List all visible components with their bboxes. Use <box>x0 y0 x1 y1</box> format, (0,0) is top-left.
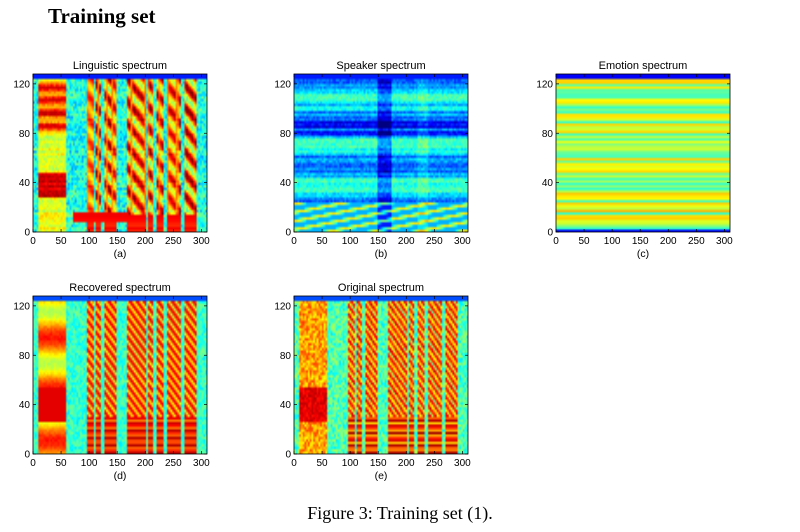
heatmap-d: Recovered spectrum 0 50 100 150 200 250 300 0 40 8… <box>13 282 210 482</box>
x-tick-label: 300 <box>716 236 733 247</box>
chart-title: Original spectrum <box>338 282 424 294</box>
x-tick-label: 250 <box>426 236 443 247</box>
heatmap-c: Emotion spectrum 0 50 100 150 200 250 300 0 40 80 1… <box>536 60 733 260</box>
panel-letter: (b) <box>375 248 388 260</box>
y-tick-label: 0 <box>285 450 291 461</box>
x-tick-label: 150 <box>109 236 126 247</box>
panel-linguistic-spectrum: Linguistic spectrum 0 50 100 150 200 250 300 0 40… <box>5 56 215 266</box>
panel-recovered-spectrum: Recovered spectrum 0 50 100 150 200 250 300 0 40 8… <box>5 278 215 488</box>
x-tick-label: 200 <box>137 458 154 469</box>
y-tick-label: 120 <box>274 301 291 312</box>
x-tick-label: 250 <box>688 236 705 247</box>
y-tick-label: 40 <box>19 400 31 411</box>
y-tick-label: 40 <box>19 178 31 189</box>
x-tick-label: 200 <box>398 236 415 247</box>
x-tick-label: 200 <box>660 236 677 247</box>
x-tick-label: 250 <box>165 236 182 247</box>
heatmap-a: Linguistic spectrum 0 50 100 150 200 250 300 0 40… <box>13 60 210 260</box>
plot-frame <box>32 73 208 233</box>
panel-letter: (a) <box>114 248 127 260</box>
x-tick-label: 200 <box>398 458 415 469</box>
y-tick-label: 0 <box>24 450 30 461</box>
x-tick-label: 100 <box>342 236 359 247</box>
panel-letter: (d) <box>114 470 127 482</box>
figure-caption: Figure 3: Training set (1). <box>307 503 493 523</box>
y-tick-label: 120 <box>13 79 30 90</box>
y-tick-label: 80 <box>542 129 554 140</box>
y-tick-label: 80 <box>19 351 31 362</box>
x-tick-label: 300 <box>193 458 210 469</box>
panel-letter: (c) <box>637 248 649 260</box>
x-tick-label: 0 <box>291 236 297 247</box>
heatmap-image <box>556 74 730 232</box>
heatmap-image <box>294 296 468 454</box>
x-tick-label: 50 <box>317 458 329 469</box>
x-tick-label: 300 <box>454 458 471 469</box>
y-tick-label: 120 <box>13 301 30 312</box>
panel-emotion-spectrum: Emotion spectrum 0 50 100 150 200 250 300 0 40 80 1… <box>528 56 738 266</box>
heatmap-b: Speaker spectrum 0 50 100 150 200 250 300 0 40 80 1… <box>274 60 471 260</box>
heatmap-image <box>33 74 207 232</box>
y-tick-label: 120 <box>274 79 291 90</box>
x-tick-label: 150 <box>632 236 649 247</box>
y-tick-label: 40 <box>280 178 292 189</box>
y-tick-label: 0 <box>24 228 30 239</box>
y-tick-label: 40 <box>542 178 554 189</box>
y-tick-label: 0 <box>547 228 553 239</box>
x-tick-label: 300 <box>193 236 210 247</box>
y-tick-label: 80 <box>280 351 292 362</box>
heatmap-image <box>33 296 207 454</box>
x-tick-label: 0 <box>30 458 36 469</box>
x-tick-label: 0 <box>553 236 559 247</box>
chart-title: Speaker spectrum <box>336 60 425 72</box>
x-tick-label: 100 <box>604 236 621 247</box>
x-tick-label: 150 <box>370 236 387 247</box>
y-tick-label: 40 <box>280 400 292 411</box>
plot-frame <box>293 295 469 455</box>
x-tick-label: 150 <box>370 458 387 469</box>
x-tick-label: 100 <box>342 458 359 469</box>
x-tick-label: 100 <box>81 458 98 469</box>
panel-original-spectrum: Original spectrum 0 50 100 150 200 250 300 0 40 80… <box>266 278 476 488</box>
plot-frame <box>32 295 208 455</box>
y-tick-label: 0 <box>285 228 291 239</box>
x-tick-label: 0 <box>30 236 36 247</box>
x-tick-label: 0 <box>291 458 297 469</box>
x-tick-label: 50 <box>579 236 591 247</box>
panel-letter: (e) <box>375 470 388 482</box>
x-tick-label: 50 <box>317 236 329 247</box>
plot-frame <box>293 73 469 233</box>
chart-title: Emotion spectrum <box>599 60 688 72</box>
panel-speaker-spectrum: Speaker spectrum 0 50 100 150 200 250 300 0 40 80 1… <box>266 56 476 266</box>
y-tick-label: 120 <box>536 79 553 90</box>
chart-title: Linguistic spectrum <box>73 60 167 72</box>
heatmap-e: Original spectrum 0 50 100 150 200 250 300 0 40 80… <box>274 282 471 482</box>
heatmap-image <box>294 74 468 232</box>
y-tick-label: 80 <box>280 129 292 140</box>
x-tick-label: 50 <box>56 458 68 469</box>
x-tick-label: 250 <box>165 458 182 469</box>
x-tick-label: 200 <box>137 236 154 247</box>
y-tick-label: 80 <box>19 129 31 140</box>
x-tick-label: 250 <box>426 458 443 469</box>
x-tick-label: 100 <box>81 236 98 247</box>
x-tick-label: 300 <box>454 236 471 247</box>
chart-title: Recovered spectrum <box>69 282 171 294</box>
plot-frame <box>555 73 731 233</box>
x-tick-label: 50 <box>56 236 68 247</box>
x-tick-label: 150 <box>109 458 126 469</box>
section-title: Training set <box>48 4 156 28</box>
